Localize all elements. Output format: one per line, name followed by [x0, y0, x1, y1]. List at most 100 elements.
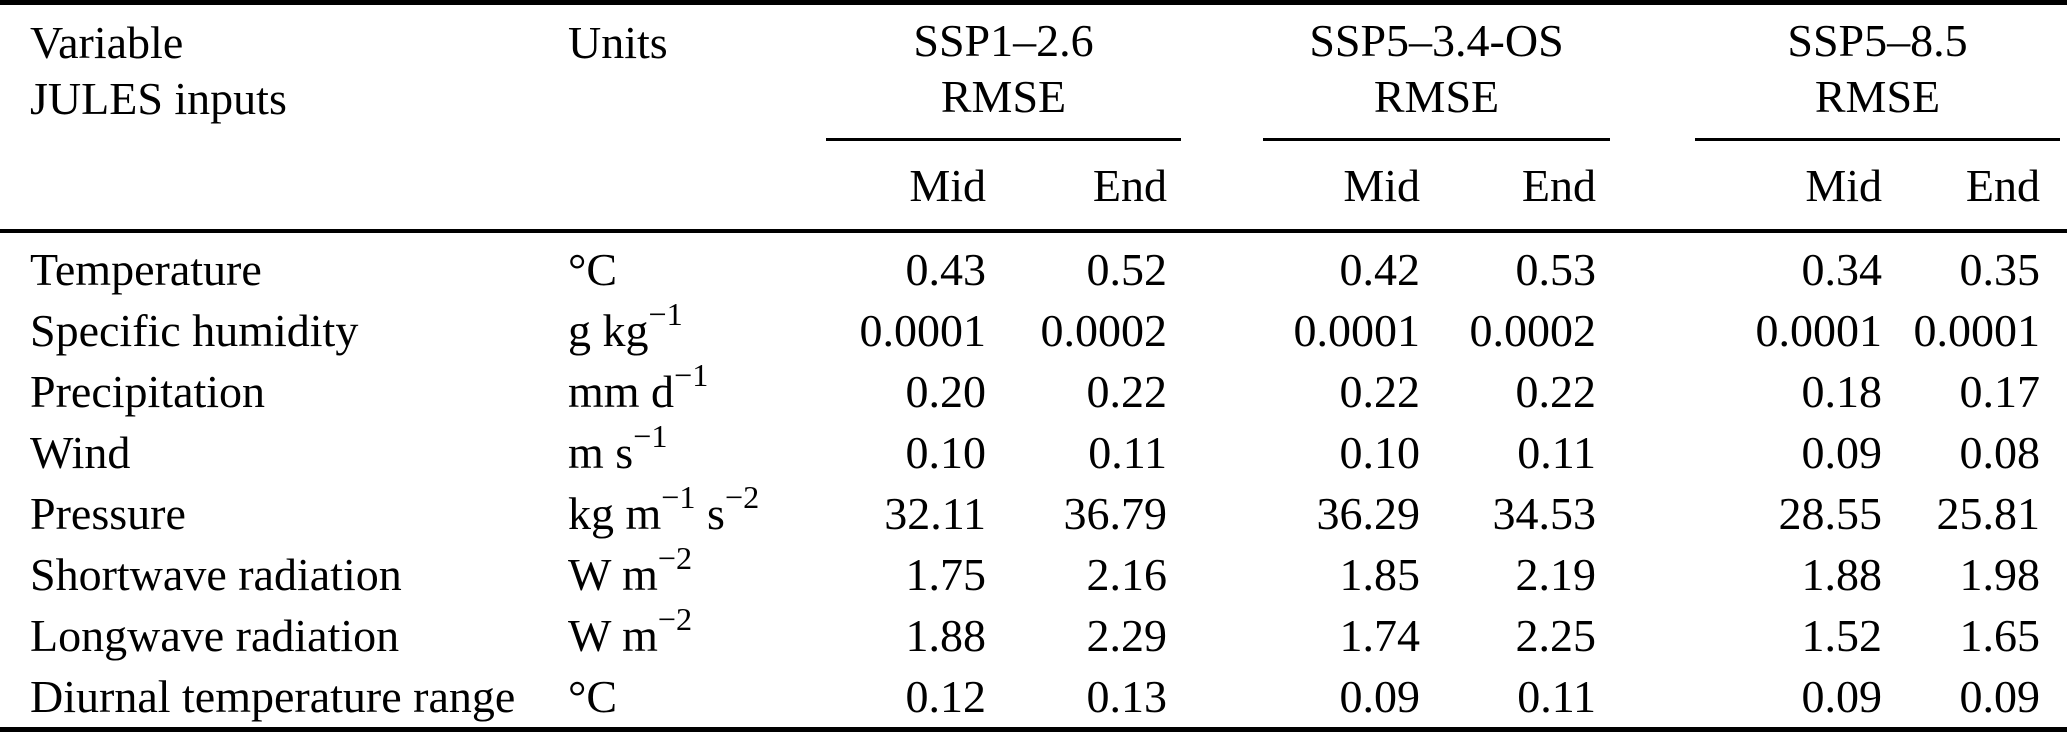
rmse-value: 0.09	[1801, 671, 1883, 722]
header-row-groups: Variable JULES inputs Units SSP1–2.6 RMS…	[0, 3, 2067, 141]
table-row: Specific humidity g kg−1 0.0001 0.0002 0.0…	[0, 295, 2067, 361]
rmse-value: 0.22	[1339, 366, 1421, 417]
column-header-variable: Variable JULES inputs	[0, 3, 535, 232]
rmse-value: 36.79	[1063, 488, 1168, 539]
subheader-end: End	[1965, 159, 2040, 211]
rmse-value: 0.43	[905, 244, 987, 295]
rmse-value: 1.88	[1801, 549, 1883, 600]
rmse-value: 0.11	[1088, 427, 1167, 478]
subheader-mid: Mid	[1805, 159, 1882, 211]
rmse-value: 0.11	[1517, 427, 1596, 478]
rmse-value: 0.0002	[1040, 305, 1168, 356]
variable-cell: Temperature	[30, 244, 262, 295]
rmse-value: 32.11	[884, 488, 986, 539]
table-row: Longwave radiation W m−2 1.88 2.29 1.74 2.2…	[0, 600, 2067, 666]
rmse-value: 28.55	[1778, 488, 1883, 539]
rmse-value: 0.12	[905, 671, 987, 722]
rmse-value: 0.42	[1339, 244, 1421, 295]
rmse-value: 1.65	[1959, 610, 2041, 661]
variable-cell: Longwave radiation	[30, 610, 400, 661]
rmse-value: 0.34	[1801, 244, 1883, 295]
rmse-value: 34.53	[1492, 488, 1597, 539]
rmse-value: 25.81	[1936, 488, 2041, 539]
variable-header-line1: Variable	[30, 17, 184, 68]
group-header-ssp1-2-6: SSP1–2.6 RMSE	[800, 3, 1181, 141]
units-cell: W m−2	[568, 600, 693, 661]
group-header-ssp5-8-5: SSP5–8.5 RMSE	[1610, 3, 2067, 141]
variable-cell: Wind	[30, 427, 131, 478]
rmse-value: 0.09	[1801, 427, 1883, 478]
rmse-value: 0.10	[1339, 427, 1421, 478]
rmse-value: 0.09	[1959, 671, 2041, 722]
rmse-value: 0.13	[1086, 671, 1168, 722]
group-underline	[1695, 138, 2060, 141]
units-cell: °C	[568, 671, 618, 722]
table-body: Temperature °C 0.43 0.52 0.42 0.53 0.34 0.35 …	[0, 231, 2067, 730]
rmse-value: 0.22	[1515, 366, 1597, 417]
rmse-value: 0.09	[1339, 671, 1421, 722]
variable-cell: Pressure	[30, 488, 186, 539]
rmse-value: 0.08	[1959, 427, 2041, 478]
rmse-value: 1.98	[1959, 549, 2041, 600]
group-metric-label: RMSE	[940, 71, 1067, 122]
rmse-value: 0.0001	[1293, 305, 1421, 356]
group-header-ssp5-3-4-os: SSP5–3.4-OS RMSE	[1181, 3, 1610, 141]
rmse-value: 1.75	[905, 549, 987, 600]
rmse-value: 1.74	[1339, 610, 1421, 661]
group-scenario-label: SSP5–3.4-OS	[1309, 15, 1564, 66]
variable-cell: Diurnal temperature range	[30, 671, 516, 722]
rmse-value: 0.17	[1959, 366, 2041, 417]
rmse-value: 1.85	[1339, 549, 1421, 600]
units-cell: mm d−1	[568, 356, 709, 417]
rmse-value: 0.0002	[1469, 305, 1597, 356]
rmse-value: 36.29	[1316, 488, 1421, 539]
variable-cell: Precipitation	[30, 366, 266, 417]
subheader-end: End	[1521, 159, 1596, 211]
table-row: Pressure kg m−1 s−2 32.11 36.79 36.29 34.53…	[0, 478, 2067, 544]
rmse-value: 2.19	[1515, 549, 1597, 600]
rmse-value: 0.0001	[1755, 305, 1883, 356]
group-scenario-label: SSP5–8.5	[1787, 15, 1968, 66]
table-row: Shortwave radiation W m−2 1.75 2.16 1.85 2.…	[0, 539, 2067, 605]
units-cell: W m−2	[568, 539, 693, 600]
rmse-value: 0.18	[1801, 366, 1883, 417]
table-header: Variable JULES inputs Units SSP1–2.6 RMS…	[0, 3, 2067, 231]
table-row: Diurnal temperature range °C 0.12 0.13 0.0…	[0, 666, 2067, 730]
units-header-label: Units	[568, 17, 668, 68]
rmse-value: 0.20	[905, 366, 987, 417]
variable-cell: Shortwave radiation	[30, 549, 402, 600]
rmse-value: 1.88	[905, 610, 987, 661]
group-underline	[826, 138, 1181, 141]
units-cell: kg m−1 s−2	[568, 478, 760, 539]
group-scenario-label: SSP1–2.6	[913, 15, 1094, 66]
subheader-mid: Mid	[1343, 159, 1420, 211]
rmse-value: 2.29	[1086, 610, 1168, 661]
units-cell: g kg−1	[568, 295, 683, 356]
group-metric-label: RMSE	[1373, 71, 1500, 122]
rmse-value: 0.52	[1086, 244, 1168, 295]
subheader-mid: Mid	[909, 159, 986, 211]
table-row: Wind m s−1 0.10 0.11 0.10 0.11 0.09 0.08	[0, 417, 2067, 483]
rmse-value: 1.52	[1801, 610, 1883, 661]
rmse-value: 2.16	[1086, 549, 1168, 600]
units-cell: °C	[568, 244, 618, 295]
rmse-value: 0.0001	[1913, 305, 2041, 356]
rmse-value: 2.25	[1515, 610, 1597, 661]
subheader-end: End	[1092, 159, 1167, 211]
column-header-units: Units	[535, 3, 800, 232]
table-row: Temperature °C 0.43 0.52 0.42 0.53 0.34 0.35	[0, 231, 2067, 300]
variable-header-line2: JULES inputs	[30, 73, 287, 124]
rmse-value: 0.10	[905, 427, 987, 478]
rmse-value: 0.11	[1517, 671, 1596, 722]
table-row: Precipitation mm d−1 0.20 0.22 0.22 0.22 0.1…	[0, 356, 2067, 422]
rmse-value: 0.22	[1086, 366, 1168, 417]
variable-cell: Specific humidity	[30, 305, 359, 356]
group-underline	[1263, 138, 1610, 141]
units-cell: m s−1	[568, 417, 668, 478]
rmse-value: 0.53	[1515, 244, 1597, 295]
header-row-subcolumns: Mid End Mid End Mid End	[0, 141, 2067, 231]
group-metric-label: RMSE	[1814, 71, 1941, 122]
rmse-value: 0.35	[1959, 244, 2041, 295]
rmse-value: 0.0001	[859, 305, 987, 356]
